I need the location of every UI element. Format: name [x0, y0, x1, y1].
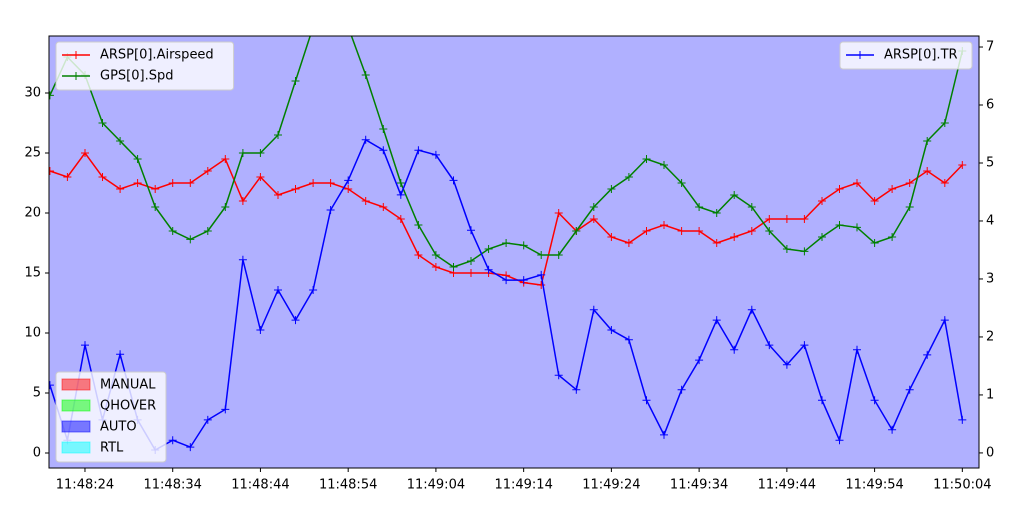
- legend-label: QHOVER: [100, 399, 156, 414]
- y2-tick-label: 0: [986, 445, 994, 460]
- x-tick-label: 11:49:44: [758, 478, 816, 493]
- x-tick-label: 11:49:54: [845, 478, 903, 493]
- y2-tick-label: 5: [986, 155, 994, 170]
- plot: [49, 36, 967, 454]
- x-tick-label: 11:49:34: [670, 478, 728, 493]
- x-tick-label: 11:48:24: [56, 478, 114, 493]
- y-tick-label: 10: [24, 326, 41, 341]
- x-tick-label: 11:48:54: [319, 478, 377, 493]
- legend-marker: [856, 51, 864, 59]
- legend-label: ARSP[0].TR: [884, 48, 958, 63]
- x-tick-label: 11:48:34: [144, 478, 202, 493]
- series-markers: [49, 149, 967, 289]
- series-markers: [49, 47, 967, 271]
- legend-box: [55, 41, 235, 91]
- y-tick-label: 0: [33, 446, 41, 461]
- x-tick-label: 11:48:44: [231, 478, 289, 493]
- legend-swatch: [61, 378, 91, 391]
- y-tick-label: 25: [24, 146, 41, 161]
- y2-tick-label: 1: [986, 387, 994, 402]
- y2-tick-label: 7: [986, 40, 994, 55]
- legend-label: MANUAL: [100, 378, 156, 393]
- y2-tick-label: 3: [986, 271, 994, 286]
- legend-label: RTL: [100, 441, 124, 456]
- x-tick-label: 11:49:04: [407, 478, 465, 493]
- legend-marker: [72, 51, 80, 59]
- legend-label: ARSP[0].Airspeed: [100, 48, 214, 63]
- y2-tick-label: 2: [986, 329, 994, 344]
- legend-marker: [72, 72, 80, 80]
- plot-area: [49, 36, 979, 468]
- y-tick-label: 30: [24, 86, 41, 101]
- legend-swatch: [61, 399, 91, 412]
- legend-box: [839, 41, 973, 70]
- plot-frame: [48, 35, 980, 469]
- legend-swatch: [61, 441, 91, 454]
- x-tick-label: 11:50:04: [933, 478, 991, 493]
- y-tick-label: 20: [24, 206, 41, 221]
- y-tick-label: 15: [24, 266, 41, 281]
- legend-box: [55, 371, 167, 463]
- y2-tick-label: 6: [986, 98, 994, 113]
- x-tick-label: 11:49:24: [582, 478, 640, 493]
- legend-swatch: [61, 420, 91, 433]
- legend-label: AUTO: [100, 420, 137, 435]
- legend-label: GPS[0].Spd: [100, 69, 173, 84]
- x-tick-label: 11:49:14: [494, 478, 552, 493]
- y-tick-label: 5: [33, 386, 41, 401]
- axes: 11:48:24 11:48:34 11:48:44 11:48:54 11:49:04…: [24, 40, 994, 493]
- y2-tick-label: 4: [986, 213, 994, 228]
